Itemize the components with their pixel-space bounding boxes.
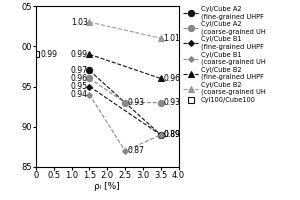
Text: 0.96: 0.96 (163, 74, 180, 83)
Text: 0.99: 0.99 (40, 50, 57, 59)
Text: 1.03: 1.03 (71, 18, 88, 27)
Text: 0.96: 0.96 (71, 74, 88, 83)
Text: 0.89: 0.89 (163, 130, 180, 139)
Text: 0.95: 0.95 (71, 82, 88, 91)
Text: 0.93: 0.93 (128, 98, 145, 107)
Text: 0.99: 0.99 (71, 50, 88, 59)
Legend: Cyl/Cube A2
(fine-grained UHPF, Cyl/Cube A2
(coarse-grained UH, Cyl/Cube B1
(fin: Cyl/Cube A2 (fine-grained UHPF, Cyl/Cube… (183, 6, 265, 103)
Text: 0.89: 0.89 (163, 130, 180, 139)
Text: 0.94: 0.94 (71, 90, 88, 99)
X-axis label: ρₗ [%]: ρₗ [%] (94, 182, 120, 191)
Text: 0.97: 0.97 (71, 66, 88, 75)
Text: 0.93: 0.93 (163, 98, 180, 107)
Text: 0.87: 0.87 (128, 146, 144, 155)
Text: 1.01: 1.01 (163, 34, 180, 43)
